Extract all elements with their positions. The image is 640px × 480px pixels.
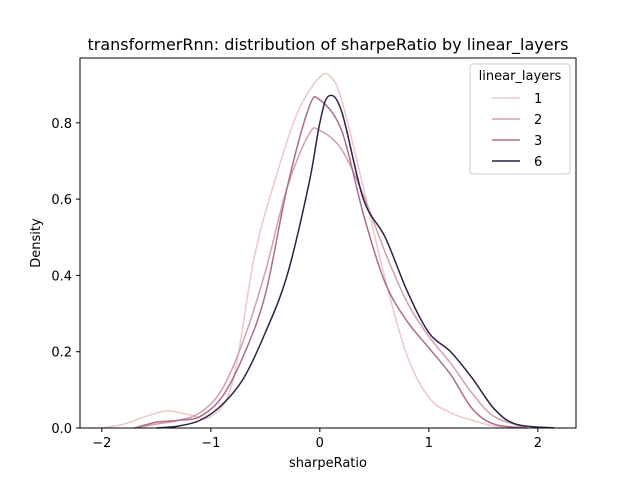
y-axis-ticks: 0.0 0.2 0.4 0.6 0.8 (51, 117, 80, 437)
chart-title: transformerRnn: distribution of sharpeRa… (88, 35, 569, 55)
legend-items: 1 2 3 6 (492, 92, 542, 170)
y-tick-label: 0.4 (51, 269, 72, 284)
y-tick-label: 0.6 (51, 193, 72, 208)
y-axis-label: Density (29, 218, 44, 268)
y-tick-label: 0.8 (51, 117, 72, 132)
legend-label-1: 1 (534, 92, 542, 107)
x-tick-label: 2 (534, 436, 542, 451)
series-line-6 (156, 94, 555, 429)
plot-area (79, 57, 577, 429)
legend-label-2: 2 (534, 113, 542, 128)
series-layer (101, 72, 555, 429)
y-tick-label: 0.0 (51, 422, 72, 437)
x-tick-label: 0 (316, 436, 324, 451)
series-line-3 (134, 96, 528, 429)
x-tick-label: −2 (92, 436, 111, 451)
x-axis-label: sharpeRatio (289, 456, 367, 471)
x-tick-label: −1 (201, 436, 220, 451)
legend-label-6: 6 (534, 155, 542, 170)
x-tick-label: 1 (425, 436, 433, 451)
series-line-1 (101, 72, 517, 429)
legend: linear_layers 1 2 3 6 (469, 63, 571, 175)
y-tick-label: 0.2 (51, 346, 72, 361)
legend-label-3: 3 (534, 134, 542, 149)
axes-frame (79, 57, 577, 429)
legend-title: linear_layers (479, 69, 562, 84)
x-axis-ticks: −2 −1 0 1 2 (92, 428, 542, 451)
